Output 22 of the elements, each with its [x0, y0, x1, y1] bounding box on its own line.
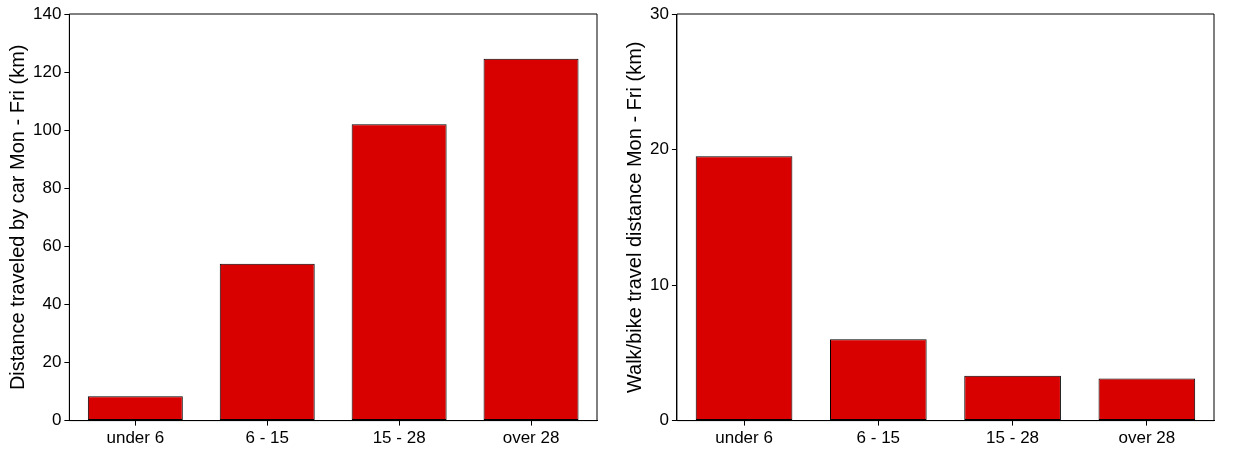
y-tick-label: 100 — [32, 119, 62, 139]
x-tick-label: 6 - 15 — [856, 428, 901, 448]
y-tick-label: 40 — [42, 294, 62, 314]
y-tick-label: 20 — [649, 139, 669, 159]
y-tick-label: 140 — [32, 3, 62, 23]
y-tick-label: 30 — [649, 3, 669, 23]
y-axis-title: Distance traveled by car Mon - Fri (km) — [5, 44, 28, 391]
x-tick-label: 6 - 15 — [245, 428, 289, 448]
y-tick-label: 60 — [42, 236, 62, 256]
x-tick-label: under 6 — [715, 428, 773, 448]
y-tick-label: 80 — [42, 177, 62, 197]
y-tick-label: 120 — [32, 61, 62, 81]
x-tick-label: over 28 — [502, 428, 560, 448]
x-tick-label: 15 - 28 — [986, 428, 1040, 448]
x-tick-label: 15 - 28 — [372, 428, 426, 448]
y-tick-label: 0 — [659, 410, 669, 430]
x-tick-label: over 28 — [1118, 428, 1176, 448]
y-tick-label: 10 — [649, 274, 669, 294]
y-tick-label: 0 — [51, 410, 62, 430]
y-tick-label: 20 — [42, 352, 62, 372]
x-tick-label: under 6 — [106, 428, 165, 448]
y-axis-title: Walk/bike travel distance Mon - Fri (km) — [622, 41, 645, 394]
